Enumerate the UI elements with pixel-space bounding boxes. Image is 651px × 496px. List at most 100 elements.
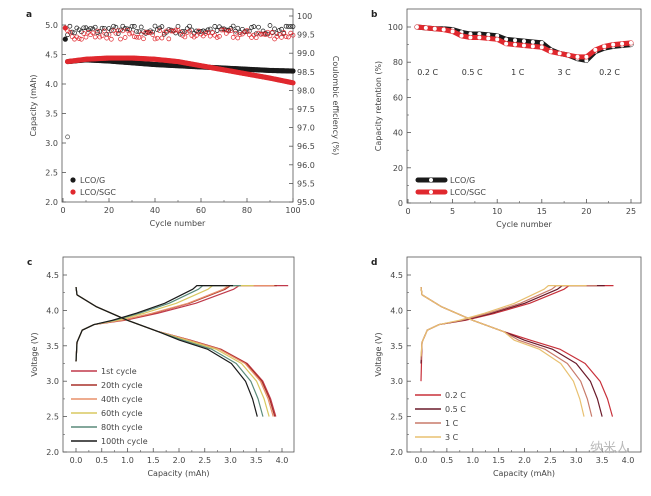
data-point [602, 44, 607, 49]
y2-tick-label: 95.0 [297, 198, 315, 207]
x-tick-label: 4.0 [276, 456, 289, 465]
y-tick-label: 4.0 [45, 80, 58, 89]
ce-point [184, 30, 190, 35]
ce-point [83, 34, 89, 40]
legend-marker [70, 189, 76, 195]
ce-point [118, 36, 123, 42]
discharge-curve [75, 286, 258, 417]
data-point [593, 47, 598, 52]
ce-point [154, 35, 160, 41]
ce-point [187, 23, 192, 29]
ce-point [85, 30, 91, 35]
charge-curve [420, 285, 605, 364]
ce-point [134, 28, 139, 34]
legend-marker-dot [429, 190, 433, 194]
x-tick-label: 2.5 [198, 456, 211, 465]
plot-frame [406, 256, 642, 453]
ce-point [164, 29, 169, 35]
y-tick-label: 100 [388, 23, 403, 32]
ce-point [276, 31, 282, 37]
ce-point [279, 26, 284, 32]
data-point [477, 35, 482, 40]
y-tick-label: 20 [393, 164, 403, 173]
series-lco-sgc [414, 24, 634, 60]
y-tick-label: 2.0 [390, 448, 403, 457]
data-point [468, 35, 473, 40]
x-tick-label: 4.0 [622, 456, 635, 465]
y2-tick-label: 96.5 [297, 142, 315, 151]
y-tick-label: 60 [393, 93, 403, 102]
data-point [513, 38, 518, 43]
ce-point [182, 34, 188, 40]
y-tick-label: 4.5 [390, 271, 403, 280]
y-tick-label: 3.5 [45, 110, 58, 119]
ce-point [184, 26, 190, 31]
ce-point [249, 25, 254, 30]
legend-label: LCO/SGC [80, 188, 116, 197]
ce-point [198, 29, 204, 34]
y-tick-label: 3.5 [390, 342, 403, 351]
ce-point [226, 28, 231, 34]
y2-tick-label: 95.5 [297, 179, 315, 188]
ce-point [72, 36, 77, 42]
ce-point [281, 30, 287, 35]
panel-b: b 0 5 10 15 20 25 Cycle number 0 20 40 60 80 100 Capac… [371, 8, 642, 229]
ce-point [228, 28, 234, 34]
x-tick-label: 0.5 [95, 456, 108, 465]
x-tick-label: 5 [450, 207, 455, 216]
ce-point [99, 33, 105, 39]
x-tick-label: 0 [60, 206, 65, 215]
ce-point [113, 30, 119, 36]
ce-point [67, 23, 73, 29]
ce-point [173, 27, 179, 33]
series-lco-sgc [62, 25, 296, 86]
legend-label: 80th cycle [101, 423, 143, 432]
x-tick-label: 100 [285, 206, 300, 215]
x-tick-label: 2.5 [544, 456, 557, 465]
capacity-point [290, 80, 296, 86]
data-point [539, 40, 544, 45]
ce-point [223, 27, 229, 33]
ce-point [171, 28, 176, 34]
legend-label: LCO/G [450, 176, 475, 185]
ce-point [212, 24, 218, 29]
ce-point [253, 35, 259, 41]
y-tick-label: 4.0 [46, 306, 59, 315]
data-point [548, 49, 553, 54]
rate-annotation: 0.2 C [599, 68, 620, 77]
plot-frame [406, 8, 642, 204]
capacity-point [290, 68, 296, 74]
charge-curve [420, 285, 587, 357]
series-100th-cycle [75, 285, 258, 417]
ce-point [200, 28, 206, 34]
data-point [584, 54, 589, 59]
ce-point [120, 28, 126, 34]
ce-point [72, 30, 77, 36]
ce-point [196, 28, 202, 34]
y-tick-label: 3.0 [390, 377, 403, 386]
series-lco-g [62, 23, 296, 74]
y-tick-label: 2.0 [46, 448, 59, 457]
ce-point [272, 26, 277, 32]
data-point [521, 43, 526, 48]
ce-point [205, 30, 211, 35]
y-tick-label: 2.0 [45, 198, 58, 207]
x-tick-label: 20 [581, 207, 591, 216]
ce-point [65, 134, 70, 140]
x-tick-label: 0.0 [415, 456, 428, 465]
y2-tick-label: 99.5 [297, 31, 315, 40]
ce-point [240, 26, 245, 32]
y-tick-label: 2.5 [46, 413, 59, 422]
ce-point [134, 34, 139, 40]
ce-point [279, 35, 284, 40]
charge-curve [75, 285, 254, 362]
ce-point [177, 31, 183, 37]
ce-point [125, 26, 130, 32]
ce-point [269, 29, 275, 35]
ce-point [219, 27, 225, 33]
data-point [530, 44, 535, 49]
data-point [459, 33, 464, 38]
ce-point [65, 28, 70, 34]
ce-point [115, 31, 121, 36]
x-tick-label: 3.5 [596, 456, 609, 465]
